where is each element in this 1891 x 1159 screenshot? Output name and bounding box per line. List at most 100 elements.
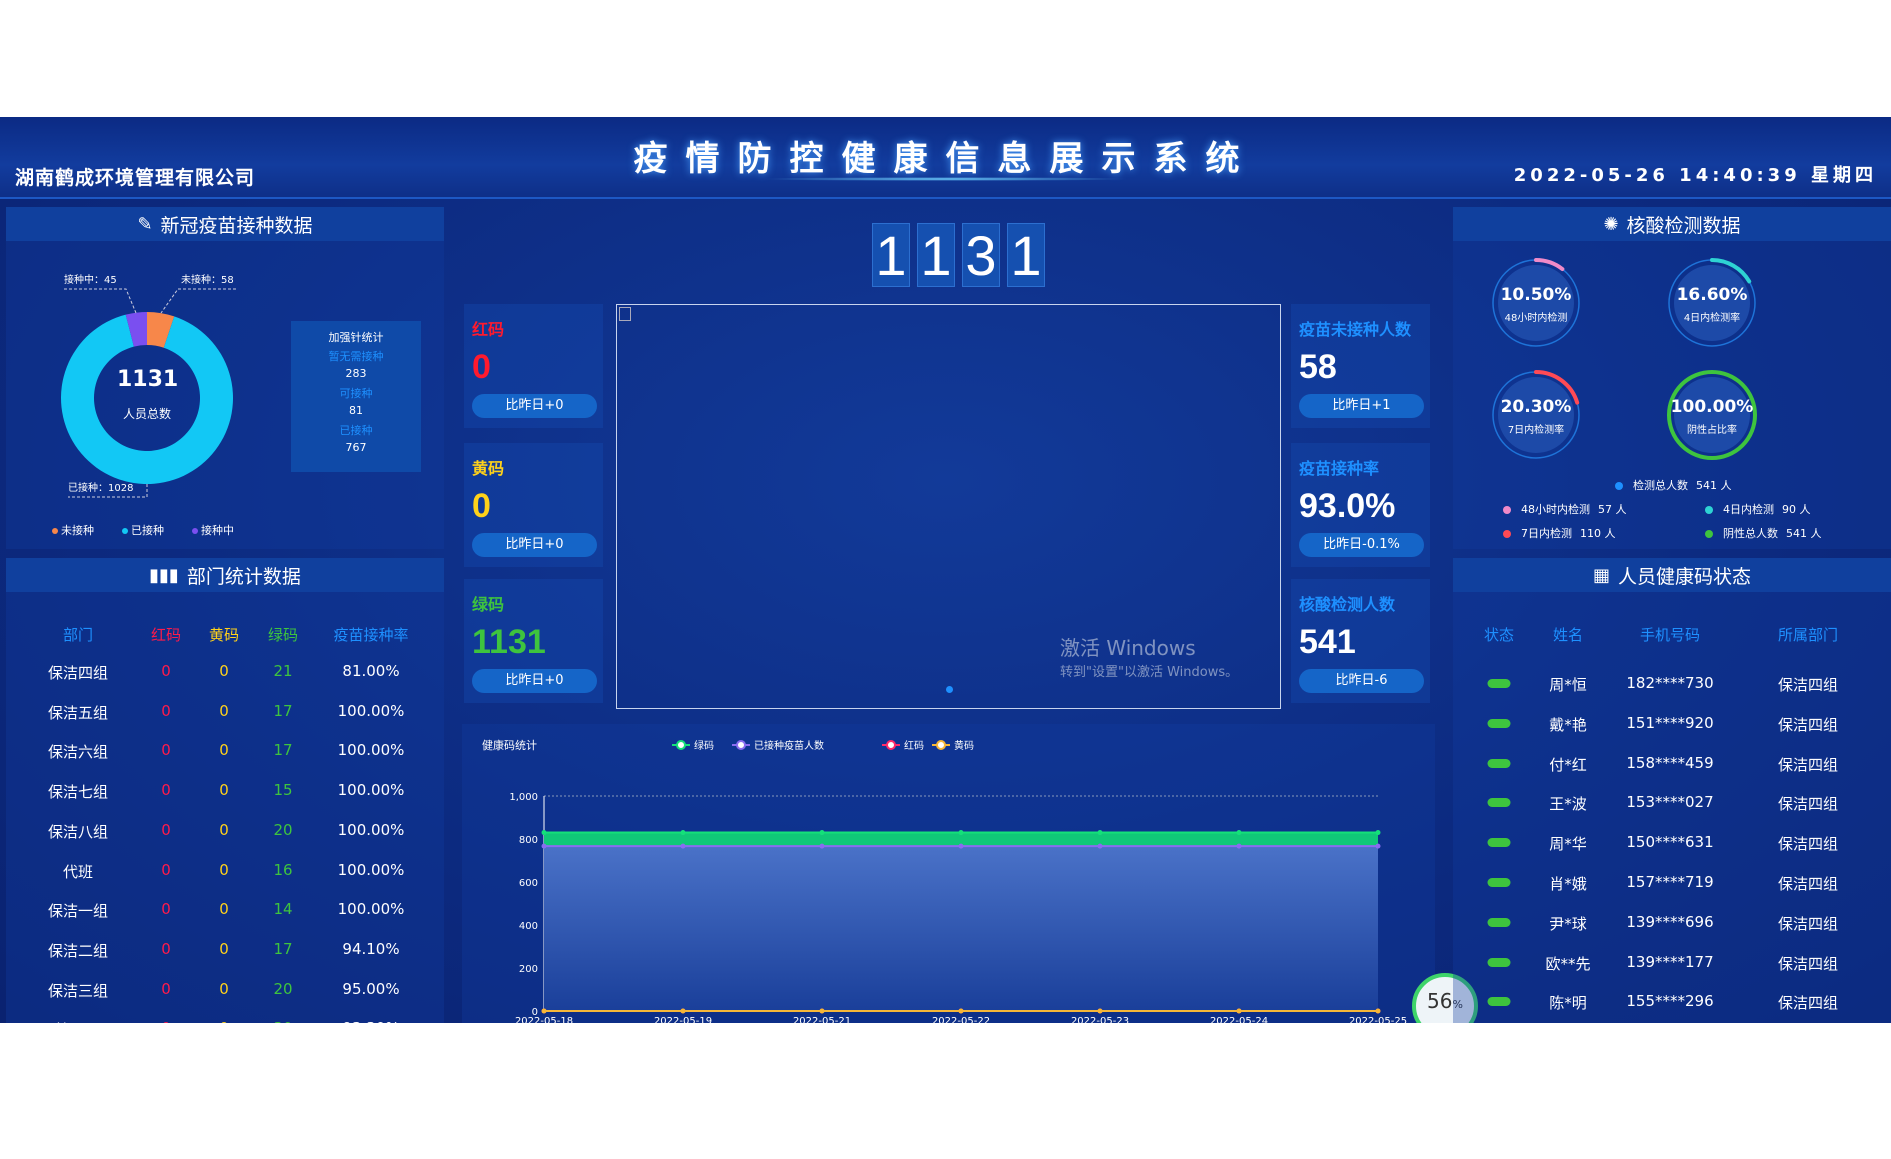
card-label: 疫苗未接种人数 [1299,320,1412,339]
table-cell: 158****459 [1626,753,1714,772]
booster-value: 81 [349,404,363,417]
table-cell: 保洁七组 [47,783,109,802]
compare-button[interactable]: 比昨日+0 [472,533,597,557]
compare-button[interactable]: 比昨日+1 [1299,394,1424,418]
table-row[interactable]: 王*波 153****027 保洁四组 [1453,793,1891,813]
table-row[interactable]: 戴*艳 151****920 保洁四组 [1453,714,1891,734]
table-row[interactable]: 尹*球 139****696 保洁四组 [1453,913,1891,933]
table-row[interactable]: 周*恒 182****730 保洁四组 [1453,674,1891,694]
data-point[interactable] [541,1008,547,1014]
table-cell: 0 [161,781,171,800]
data-point[interactable] [958,830,964,836]
counter-digit: 1 [917,223,955,287]
ring-inner [1674,265,1750,341]
donut-slice[interactable] [125,312,147,347]
table-cell: 100.00% [337,820,405,839]
data-point[interactable] [680,843,686,849]
table-row[interactable]: 保洁三组 0 0 20 95.00% [6,980,444,1000]
stat-dot-icon [1503,506,1511,514]
table-row[interactable]: 保洁二组 0 0 17 94.10% [6,940,444,960]
title-glow [760,177,1130,181]
table-row[interactable]: 付*红 158****459 保洁四组 [1453,754,1891,774]
table-row[interactable]: 代班 0 0 16 100.00% [6,861,444,881]
table-row[interactable]: 保洁八组 0 0 20 100.00% [6,821,444,841]
table-row[interactable]: 保洁五组 0 0 17 100.00% [6,702,444,722]
table-row[interactable]: 欧**先 139****177 保洁四组 [1453,953,1891,973]
data-point[interactable] [680,830,686,836]
compare-button[interactable]: 比昨日-6 [1299,669,1424,693]
carousel-dot[interactable] [946,686,953,693]
stat-value: 90 人 [1782,503,1811,516]
y-tick-label: 0 [532,1007,538,1018]
table-cell: 182****730 [1626,674,1714,692]
ring-progress [1491,258,1581,348]
data-point[interactable] [541,843,547,849]
table-row[interactable]: 保洁四组 0 0 21 81.00% [6,662,444,682]
legend-item[interactable]: 绿码 [672,739,714,752]
legend-label: 已接种 [131,524,164,537]
table-cell: 0 [219,662,229,680]
x-tick-label: 2022-05-22 [932,1016,990,1023]
table-cell: 0 [161,701,171,720]
table-cell: 17 [273,939,293,958]
legend-marker-icon [886,740,896,750]
legend-item[interactable]: 已接种 [122,522,164,538]
data-point[interactable] [1097,830,1103,836]
table-cell: 陈*明 [1549,994,1587,1013]
nucleic-stat: 4日内检测 90 人 [1705,501,1811,517]
series-area [544,846,1378,1011]
table-row[interactable]: 保洁六组 0 0 17 100.00% [6,741,444,761]
donut-slice[interactable] [147,312,175,348]
data-point[interactable] [1236,843,1242,849]
table-cell: 周*华 [1549,835,1587,854]
vaccine-donut-chart: 未接种：58 接种中：45 已接种：1028 [61,273,236,498]
table-row[interactable]: 肖*娥 157****719 保洁四组 [1453,873,1891,893]
table-row[interactable]: 周*华 150****631 保洁四组 [1453,833,1891,853]
data-point[interactable] [819,843,825,849]
data-point[interactable] [958,1008,964,1014]
table-cell: 94.10% [342,939,400,958]
data-point[interactable] [541,830,547,836]
data-point[interactable] [1097,843,1103,849]
legend-item[interactable]: 未接种 [52,522,94,538]
legend-label: 未接种 [61,524,94,537]
data-point[interactable] [1375,843,1381,849]
compare-button[interactable]: 比昨日+0 [472,669,597,693]
compare-button[interactable]: 比昨日-0.1% [1299,533,1424,557]
legend-item[interactable]: 红码 [882,739,924,752]
data-point[interactable] [1375,1008,1381,1014]
table-row[interactable]: 保洁七组 0 0 15 100.00% [6,781,444,801]
data-point[interactable] [1375,830,1381,836]
table-row[interactable]: 陈*明 155****296 保洁四组 [1453,992,1891,1012]
legend-item[interactable]: 接种中 [192,522,234,538]
health-title: 人员健康码状态 [1618,565,1752,588]
table-cell: 0 [219,820,229,839]
stat-label: 48小时内检测 [1521,503,1590,516]
table-cell: 保洁四组 [1777,676,1839,694]
table-cell: 17 [273,741,293,760]
data-point[interactable] [819,1008,825,1014]
data-point[interactable] [819,830,825,836]
data-point[interactable] [1236,830,1242,836]
table-cell: 保洁三组 [47,981,109,1000]
data-point[interactable] [958,843,964,849]
table-row[interactable]: 管理员 0 0 30 93.30% [6,1019,444,1023]
legend-item[interactable]: 黄码 [932,739,974,752]
card-value: 58 [1299,348,1337,386]
stat-value: 541 人 [1696,479,1732,492]
legend-item[interactable]: 已接种疫苗人数 [732,739,824,752]
legend-marker-icon [936,740,946,750]
compare-button[interactable]: 比昨日+0 [472,394,597,418]
donut-slice[interactable] [61,314,234,484]
stat-dot-icon [1503,530,1511,538]
progress-badge[interactable]: 56% [1412,973,1478,1023]
data-point[interactable] [1236,1008,1242,1014]
booster-box: 加强针统计 暂无需接种 283 可接种 81 已接种 767 [291,321,421,472]
table-row[interactable]: 保洁一组 0 0 14 100.00% [6,900,444,920]
dept-panel-header: ▮▮▮ 部门统计数据 [6,558,444,592]
table-cell: 100.00% [337,900,405,919]
vaccine-panel: ✎ 新冠疫苗接种数据 未接种：58 接种中：45 已接种：1028 1131 人员总数… [6,207,444,549]
dept-title: 部门统计数据 [186,565,301,588]
data-point[interactable] [1097,1008,1103,1014]
data-point[interactable] [680,1008,686,1014]
